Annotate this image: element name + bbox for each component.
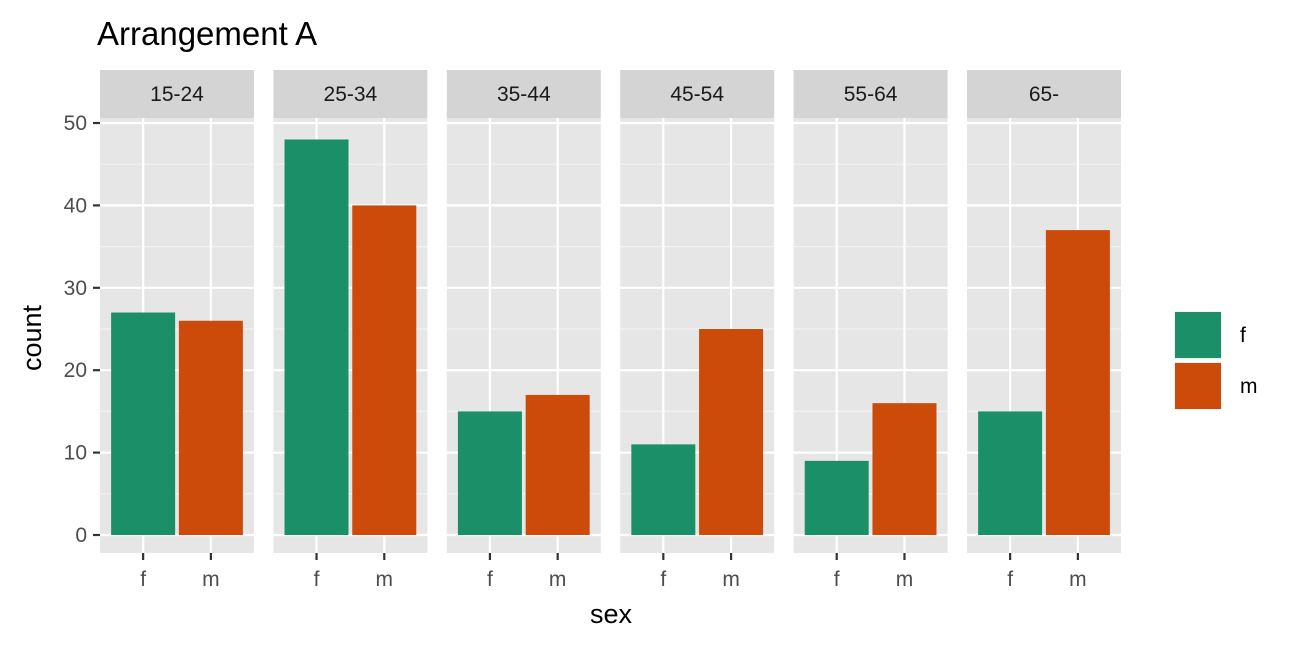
- legend: fm: [1174, 311, 1258, 410]
- x-axis-title: sex: [590, 599, 633, 629]
- y-tick-label: 30: [64, 277, 87, 300]
- facet-strip: [273, 70, 428, 118]
- x-tick-label: m: [896, 568, 914, 591]
- facet-strip-label: 25-34: [324, 83, 378, 106]
- facet-strip-label: 45-54: [670, 83, 724, 106]
- y-tick-label: 20: [64, 359, 87, 382]
- facet-strip-label: 35-44: [497, 83, 551, 106]
- facet-strip-label: 15-24: [150, 83, 204, 106]
- x-tick-label: f: [1007, 568, 1013, 591]
- facet-strip: [620, 70, 775, 118]
- facet-strip: [446, 70, 601, 118]
- bar-25-34-m: [352, 205, 417, 535]
- x-tick-label: f: [834, 568, 840, 591]
- facet-strip-label: 65-: [1029, 83, 1059, 106]
- facet-65-: 65- f m: [967, 70, 1121, 591]
- x-tick-label: m: [1069, 568, 1087, 591]
- legend-key-f: [1175, 312, 1221, 358]
- facet-strip-label: 55-64: [844, 83, 898, 106]
- legend-key-m: [1175, 363, 1221, 409]
- x-tick-label: f: [140, 568, 146, 591]
- bar-65--f: [978, 411, 1043, 535]
- facet-strip: [967, 70, 1121, 118]
- x-tick-label: m: [549, 568, 567, 591]
- bar-35-44-f: [457, 411, 522, 535]
- x-tick-label: m: [202, 568, 220, 591]
- facet-panels: 15-24 f m 25-34 f m 35-44 f m 45-54 f m 55-64 f m 65- f m: [100, 70, 1121, 591]
- facet-15-24: 15-24 f m: [100, 70, 254, 591]
- bar-55-64-m: [872, 403, 937, 535]
- y-tick-label: 10: [64, 442, 87, 465]
- legend-label-m: m: [1240, 375, 1258, 398]
- y-tick-label: 0: [75, 524, 87, 547]
- chart-title: Arrangement A: [97, 15, 317, 52]
- bar-25-34-f: [284, 139, 349, 536]
- bar-45-54-f: [631, 444, 696, 535]
- facet-35-44: 35-44 f m: [446, 70, 601, 591]
- bar-15-24-m: [178, 320, 243, 535]
- facet-strip: [793, 70, 948, 118]
- x-tick-label: f: [487, 568, 493, 591]
- bar-35-44-m: [525, 394, 590, 535]
- y-tick-label: 40: [64, 194, 87, 217]
- legend-label-f: f: [1240, 324, 1246, 347]
- y-axis-title: count: [17, 304, 47, 371]
- facet-55-64: 55-64 f m: [793, 70, 948, 591]
- bar-55-64-f: [804, 460, 869, 535]
- facet-strip: [100, 70, 254, 118]
- x-tick-label: f: [660, 568, 666, 591]
- x-tick-label: f: [314, 568, 320, 591]
- facet-45-54: 45-54 f m: [620, 70, 775, 591]
- y-tick-label: 50: [64, 112, 87, 135]
- y-axis: 0 10 20 30 40 50: [64, 112, 100, 547]
- bar-15-24-f: [111, 312, 176, 535]
- bar-65--m: [1045, 230, 1110, 535]
- bar-45-54-m: [699, 329, 764, 535]
- facet-25-34: 25-34 f m: [273, 70, 428, 591]
- x-tick-label: m: [376, 568, 394, 591]
- x-tick-label: m: [722, 568, 740, 591]
